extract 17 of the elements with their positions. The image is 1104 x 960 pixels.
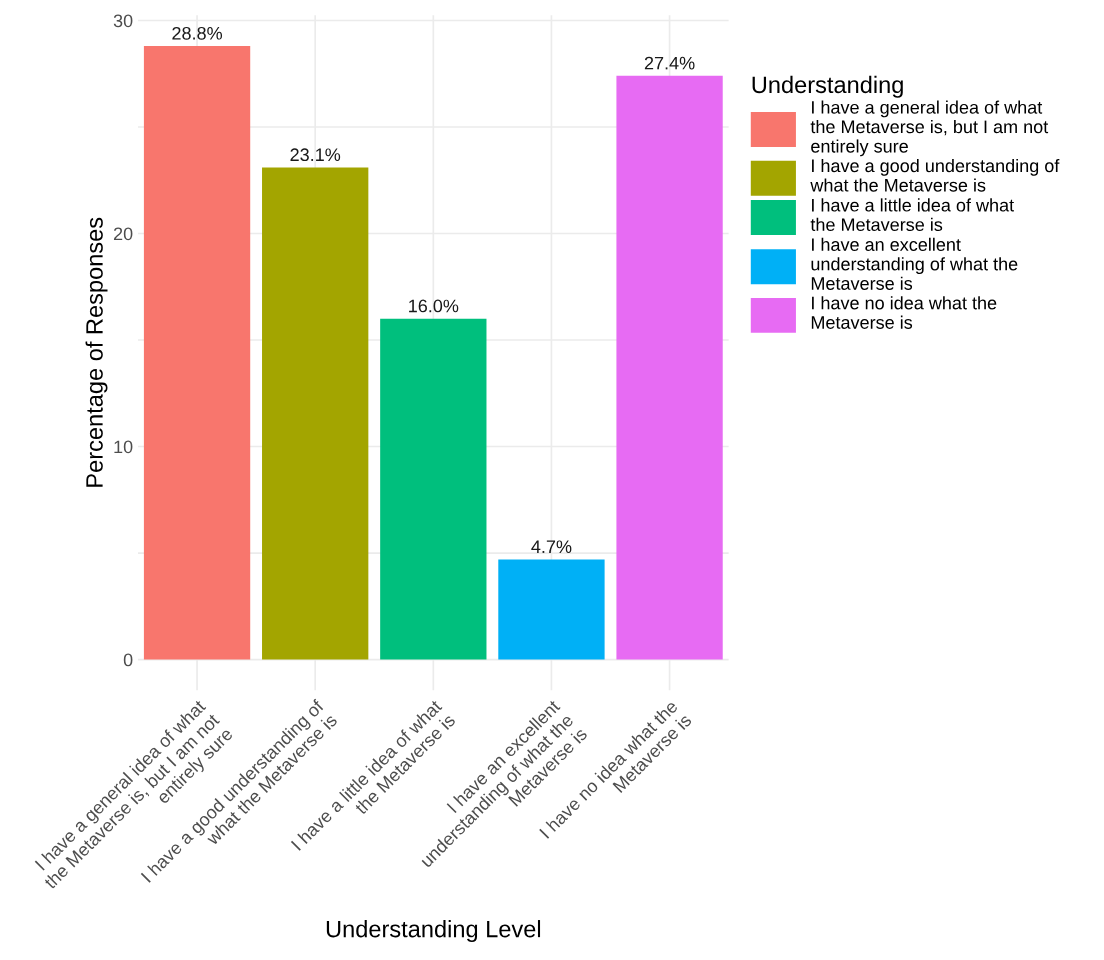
data-label: 4.7% [531, 540, 572, 554]
x-axis-title: Understanding Level [326, 920, 541, 943]
legend-title: Understanding [752, 75, 903, 98]
data-label: 27.4% [644, 56, 695, 70]
legend-label: I have a little idea of what the Metaverse is [810, 198, 1014, 232]
legend-label: I have an excellent understanding of what the Metaverse is [811, 237, 1018, 290]
y-tick-label: 20 [113, 227, 133, 241]
data-label: 28.8% [172, 26, 223, 40]
y-tick-label: 10 [114, 440, 133, 454]
legend-label: I have a general idea of what the Metaverse is, but I am not entirely sure [810, 100, 1049, 157]
legend-label: I have a good understanding of what the Metaverse is [810, 158, 1060, 192]
y-tick-label: 30 [113, 14, 133, 28]
data-label: 23.1% [290, 148, 341, 162]
y-axis-title: Percentage of Responses [85, 217, 108, 487]
data-label: 16.0% [409, 299, 459, 313]
legend-label: I have no idea what the Metaverse is [811, 296, 997, 329]
y-tick-label: 0 [123, 653, 133, 667]
